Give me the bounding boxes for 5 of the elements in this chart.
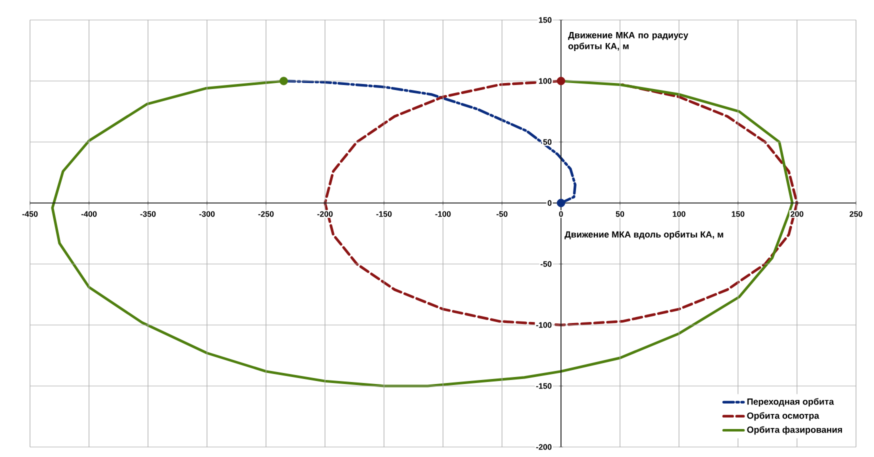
x-axis-title: Движение МКА вдоль орбиты КА, м — [564, 230, 724, 240]
y-axis-title: Движение МКА по радиусу орбиты КА, м — [568, 32, 688, 52]
legend-label: Орбита фазирования — [747, 426, 842, 435]
legend-label: Переходная орбита — [747, 398, 834, 407]
legend-label: Орбита осмотра — [747, 412, 820, 421]
